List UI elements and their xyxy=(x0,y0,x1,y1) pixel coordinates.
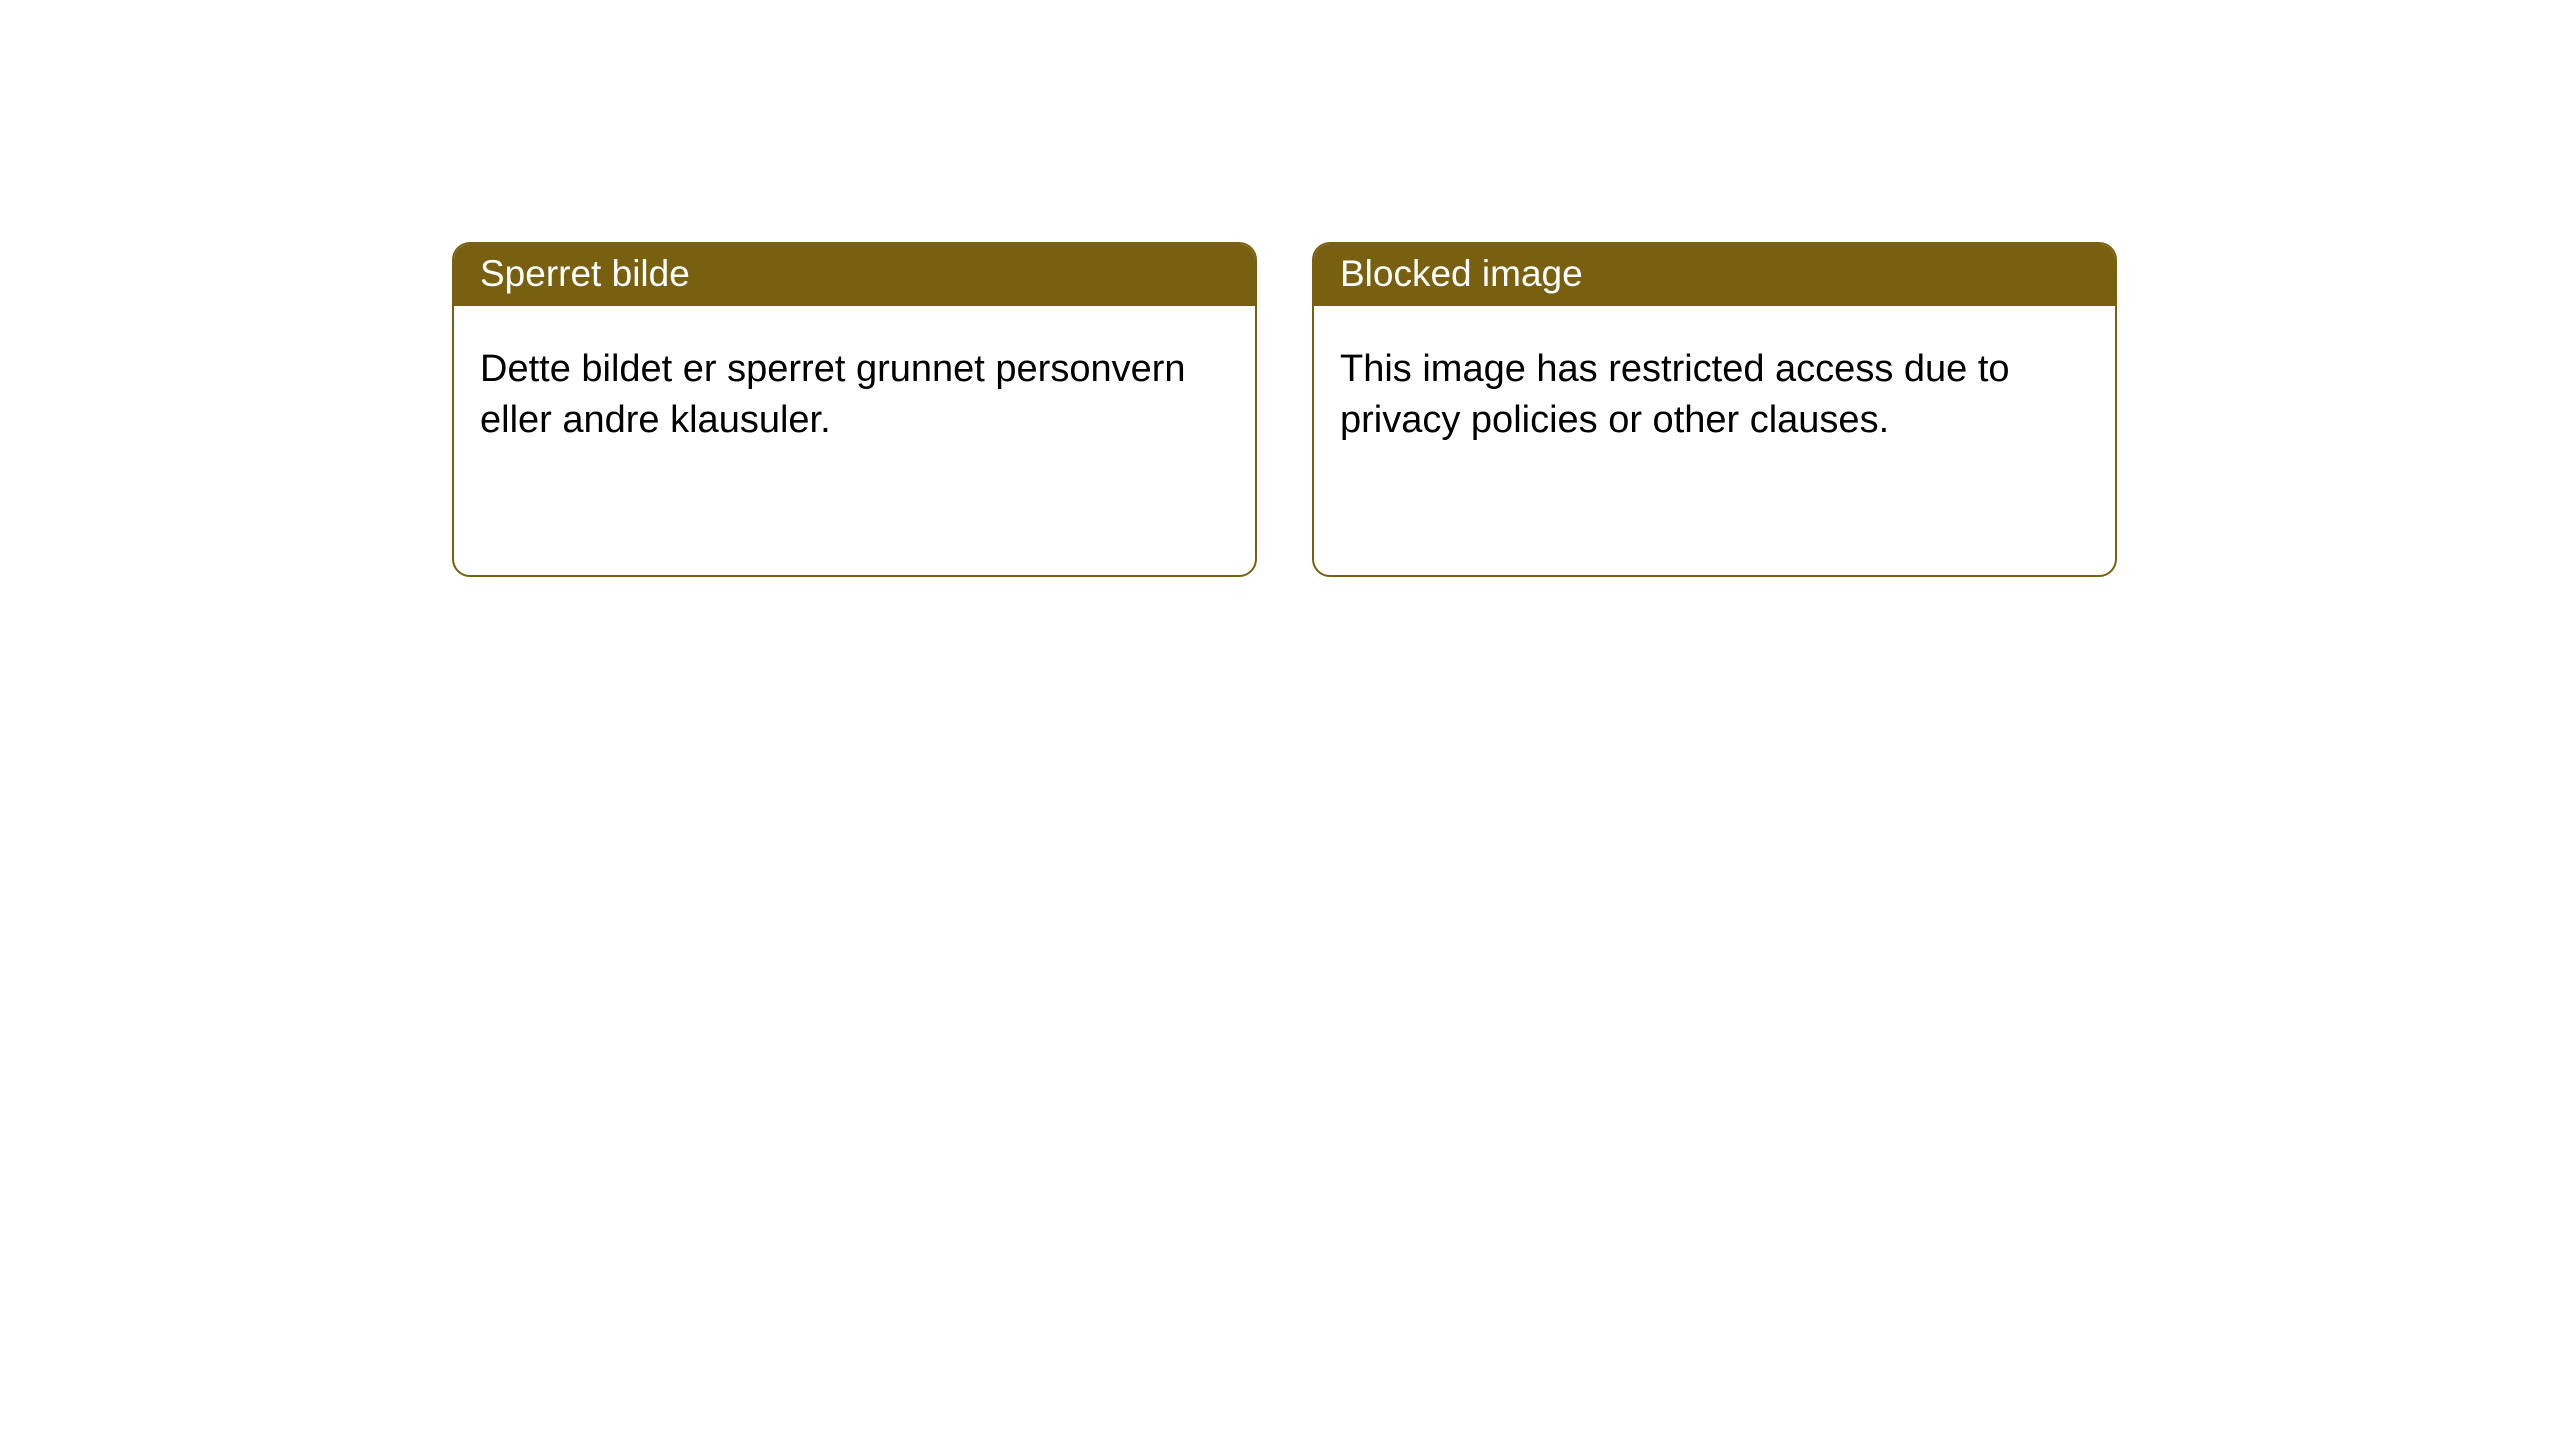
notice-card-english: Blocked image This image has restricted … xyxy=(1312,242,2117,577)
notice-card-header: Blocked image xyxy=(1314,244,2115,306)
notice-card-header: Sperret bilde xyxy=(454,244,1255,306)
notice-card-body: Dette bildet er sperret grunnet personve… xyxy=(454,306,1255,473)
notice-cards-container: Sperret bilde Dette bildet er sperret gr… xyxy=(452,242,2117,577)
notice-card-norwegian: Sperret bilde Dette bildet er sperret gr… xyxy=(452,242,1257,577)
notice-card-body: This image has restricted access due to … xyxy=(1314,306,2115,473)
